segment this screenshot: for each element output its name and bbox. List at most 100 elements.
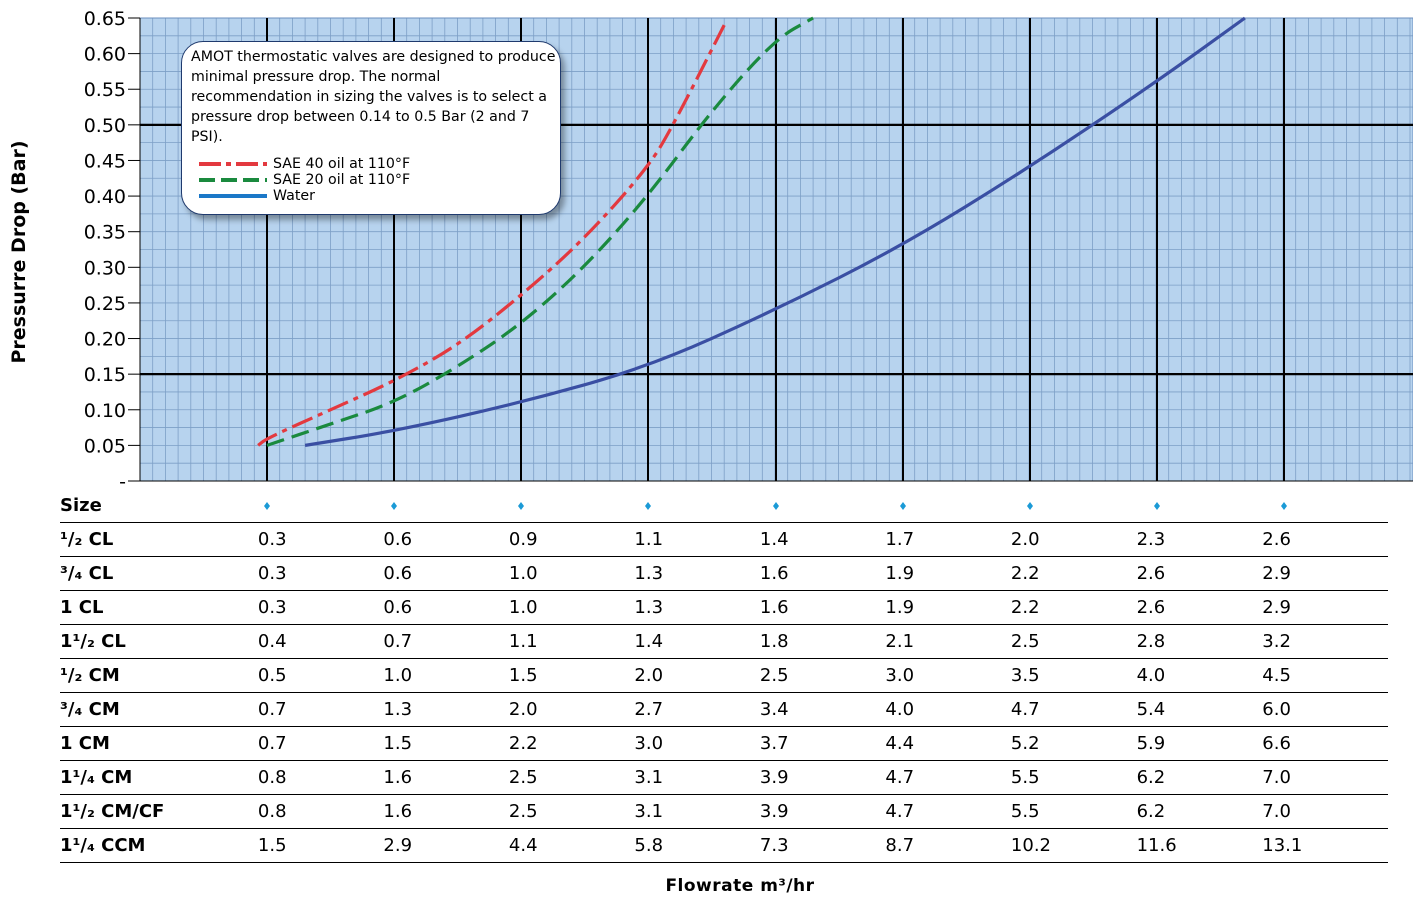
flow-value: 1.6 (383, 760, 509, 795)
y-tick-label: 0.30 (84, 257, 126, 279)
table-row: ¹/₂ CM 0.5 1.0 1.5 2.0 2.5 3.0 3.5 4.0 4.5 (60, 658, 1388, 693)
flow-value: 0.7 (257, 726, 384, 761)
flow-value: 2.0 (508, 692, 635, 727)
flow-value: 3.7 (759, 726, 886, 761)
flow-value: 0.5 (257, 658, 384, 693)
flow-value: 3.9 (759, 794, 886, 829)
legend-swatch-water (199, 194, 267, 198)
flow-value: 6.2 (1136, 794, 1263, 829)
flow-value: 0.4 (257, 624, 384, 659)
table-header-cell (1262, 489, 1388, 523)
flow-value: 1.6 (383, 794, 509, 829)
flow-value: 1.5 (383, 726, 509, 761)
table-row: 1¹/₄ CM 0.8 1.6 2.5 3.1 3.9 4.7 5.5 6.2 7.0 (60, 760, 1388, 795)
flow-value: 5.2 (1010, 726, 1137, 761)
flow-value: 5.5 (1010, 760, 1137, 795)
flow-value: 1.6 (759, 556, 886, 591)
flow-value: 3.0 (634, 726, 760, 761)
flow-value: 2.6 (1136, 556, 1263, 591)
flow-value: 4.0 (885, 692, 1011, 727)
flow-value: 0.3 (257, 556, 384, 591)
flow-value: 3.2 (1262, 624, 1388, 659)
note-text: AMOT thermostatic valves are designed to… (191, 49, 556, 145)
flow-value: 4.7 (1010, 692, 1137, 727)
flow-value: 0.9 (508, 522, 635, 557)
flow-value: 5.5 (1010, 794, 1137, 829)
flow-value: 6.2 (1136, 760, 1263, 795)
flow-value: 4.5 (1262, 658, 1388, 693)
legend-item-water: Water (199, 188, 410, 204)
y-tick-label: 0.25 (84, 293, 126, 315)
table-header-cell (759, 489, 886, 523)
size-table: Size ¹/₂ CL 0.3 0.6 0.9 1.1 1.4 1.7 2.0 2.3 2.6 ³/₄… (60, 489, 1388, 863)
flow-value: 1.6 (759, 590, 886, 625)
size-label: 1¹/₂ CL (60, 624, 258, 659)
size-label: ³/₄ CL (60, 556, 258, 591)
flow-value: 13.1 (1262, 828, 1388, 863)
size-label: ¹/₂ CL (60, 522, 258, 557)
legend-label-sae40: SAE 40 oil at 110°F (273, 156, 411, 172)
legend-swatch-sae20 (199, 178, 267, 182)
flow-value: 5.4 (1136, 692, 1263, 727)
y-tick-label: 0.45 (84, 150, 126, 172)
table-header-cell (257, 489, 384, 523)
flow-value: 4.4 (885, 726, 1011, 761)
size-label: 1¹/₄ CM (60, 760, 258, 795)
y-tick-label: 0.50 (84, 115, 126, 137)
table-header-cell (383, 489, 509, 523)
flow-value: 4.7 (885, 794, 1011, 829)
table-row: 1 CM 0.7 1.5 2.2 3.0 3.7 4.4 5.2 5.9 6.6 (60, 726, 1388, 761)
flow-value: 2.5 (508, 794, 635, 829)
size-label: ¹/₂ CM (60, 658, 258, 693)
flow-value: 4.0 (1136, 658, 1263, 693)
flow-value: 0.6 (383, 522, 509, 557)
table-row: 1¹/₂ CL 0.4 0.7 1.1 1.4 1.8 2.1 2.5 2.8 3.2 (60, 624, 1388, 659)
y-tick-label: 0.60 (84, 44, 126, 66)
y-tick-label: 0.05 (84, 435, 126, 457)
y-tick-label: 0.10 (84, 400, 126, 422)
y-tick-label: 0.15 (84, 364, 126, 386)
flow-value: 1.0 (508, 590, 635, 625)
flow-value: 2.6 (1136, 590, 1263, 625)
flow-value: 3.0 (885, 658, 1011, 693)
flow-value: 0.3 (257, 590, 384, 625)
x-axis-label: Flowrate m³/hr (665, 876, 815, 896)
table-row: ¹/₂ CL 0.3 0.6 0.9 1.1 1.4 1.7 2.0 2.3 2.6 (60, 522, 1388, 557)
flow-value: 3.5 (1010, 658, 1137, 693)
flow-value: 3.9 (759, 760, 886, 795)
flow-value: 2.5 (1010, 624, 1137, 659)
y-axis-ticks: - 0.05 0.10 0.15 0.20 0.25 0.30 0.35 0.40 0.45 0.5… (84, 8, 1413, 493)
legend: SAE 40 oil at 110°F SAE 20 oil at 110°F … (199, 156, 410, 204)
flow-value: 7.0 (1262, 760, 1388, 795)
table-row: 1¹/₄ CCM 1.5 2.9 4.4 5.8 7.3 8.7 10.2 11.6 13.1 (60, 828, 1388, 863)
flow-value: 0.8 (257, 794, 384, 829)
table-header-cell (1136, 489, 1263, 523)
flow-value: 3.4 (759, 692, 886, 727)
flow-value: 1.3 (383, 692, 509, 727)
flow-value: 1.9 (885, 556, 1011, 591)
flow-value: 3.1 (634, 760, 760, 795)
flow-value: 1.5 (257, 828, 384, 863)
flow-value: 1.0 (383, 658, 509, 693)
flow-value: 1.8 (759, 624, 886, 659)
size-label: ³/₄ CM (60, 692, 258, 727)
flow-value: 2.6 (1262, 522, 1388, 557)
note-box (181, 41, 561, 215)
flow-value: 7.0 (1262, 794, 1388, 829)
flow-value: 4.7 (885, 760, 1011, 795)
flow-value: 6.0 (1262, 692, 1388, 727)
flow-value: 2.8 (1136, 624, 1263, 659)
flow-value: 0.3 (257, 522, 384, 557)
series-lines (257, 16, 1246, 447)
table-row: 1¹/₂ CM/CF 0.8 1.6 2.5 3.1 3.9 4.7 5.5 6.2 7.0 (60, 794, 1388, 829)
flow-value: 8.7 (885, 828, 1011, 863)
flow-value: 11.6 (1136, 828, 1263, 863)
size-label: 1¹/₂ CM/CF (60, 794, 258, 829)
flow-value: 0.6 (383, 556, 509, 591)
flow-value: 2.5 (759, 658, 886, 693)
flow-value: 0.7 (257, 692, 384, 727)
y-tick-label: 0.65 (84, 8, 126, 30)
flow-value: 1.7 (885, 522, 1011, 557)
flow-value: 2.7 (634, 692, 760, 727)
